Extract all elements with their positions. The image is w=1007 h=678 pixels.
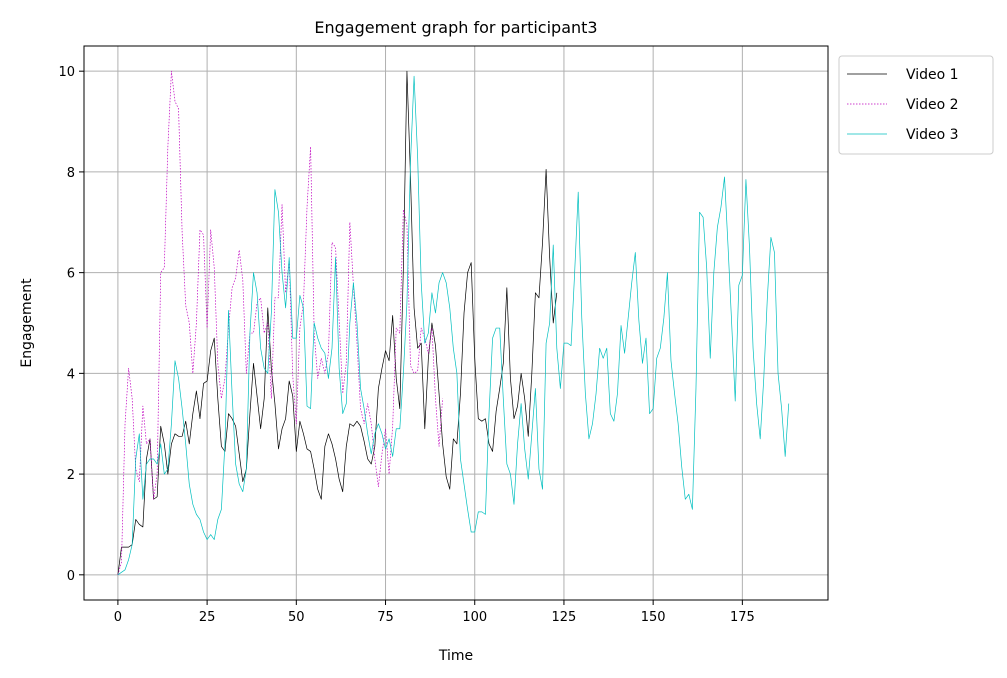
- series-line-3: [117, 75, 790, 576]
- series-line-1: [117, 70, 558, 575]
- x-tick-label: 175: [730, 610, 755, 625]
- x-tick-label: 150: [641, 610, 666, 625]
- legend-label-1: Video 1: [906, 67, 959, 83]
- legend-label-2: Video 2: [906, 97, 959, 113]
- x-tick-label: 125: [552, 610, 577, 625]
- y-axis-label: Engagement: [19, 278, 35, 368]
- x-axis: 0 25 50 75 100 125 150 175: [114, 600, 755, 625]
- series-layer: [117, 70, 790, 576]
- x-tick-label: 25: [199, 610, 216, 625]
- x-tick-label: 100: [462, 610, 487, 625]
- y-axis: 0 2 4 6 8 10: [58, 65, 84, 584]
- plot-frame: [83, 45, 829, 601]
- y-tick-label: 8: [67, 166, 75, 181]
- y-tick-label: 0: [67, 569, 75, 584]
- grid-lines: [84, 46, 828, 600]
- x-tick-label: 50: [288, 610, 305, 625]
- legend-box: [838, 55, 994, 155]
- y-tick-label: 4: [67, 367, 75, 382]
- x-axis-label: Time: [438, 648, 473, 664]
- x-tick-label: 75: [377, 610, 394, 625]
- legend: Video 1 Video 2 Video 3: [838, 55, 994, 155]
- y-tick-label: 10: [58, 65, 75, 80]
- legend-label-3: Video 3: [906, 127, 959, 143]
- series-line-2: [117, 70, 443, 575]
- y-tick-label: 2: [67, 468, 75, 483]
- chart-title: Engagement graph for participant3: [314, 18, 597, 37]
- x-tick-label: 0: [114, 610, 122, 625]
- y-tick-label: 6: [67, 267, 75, 282]
